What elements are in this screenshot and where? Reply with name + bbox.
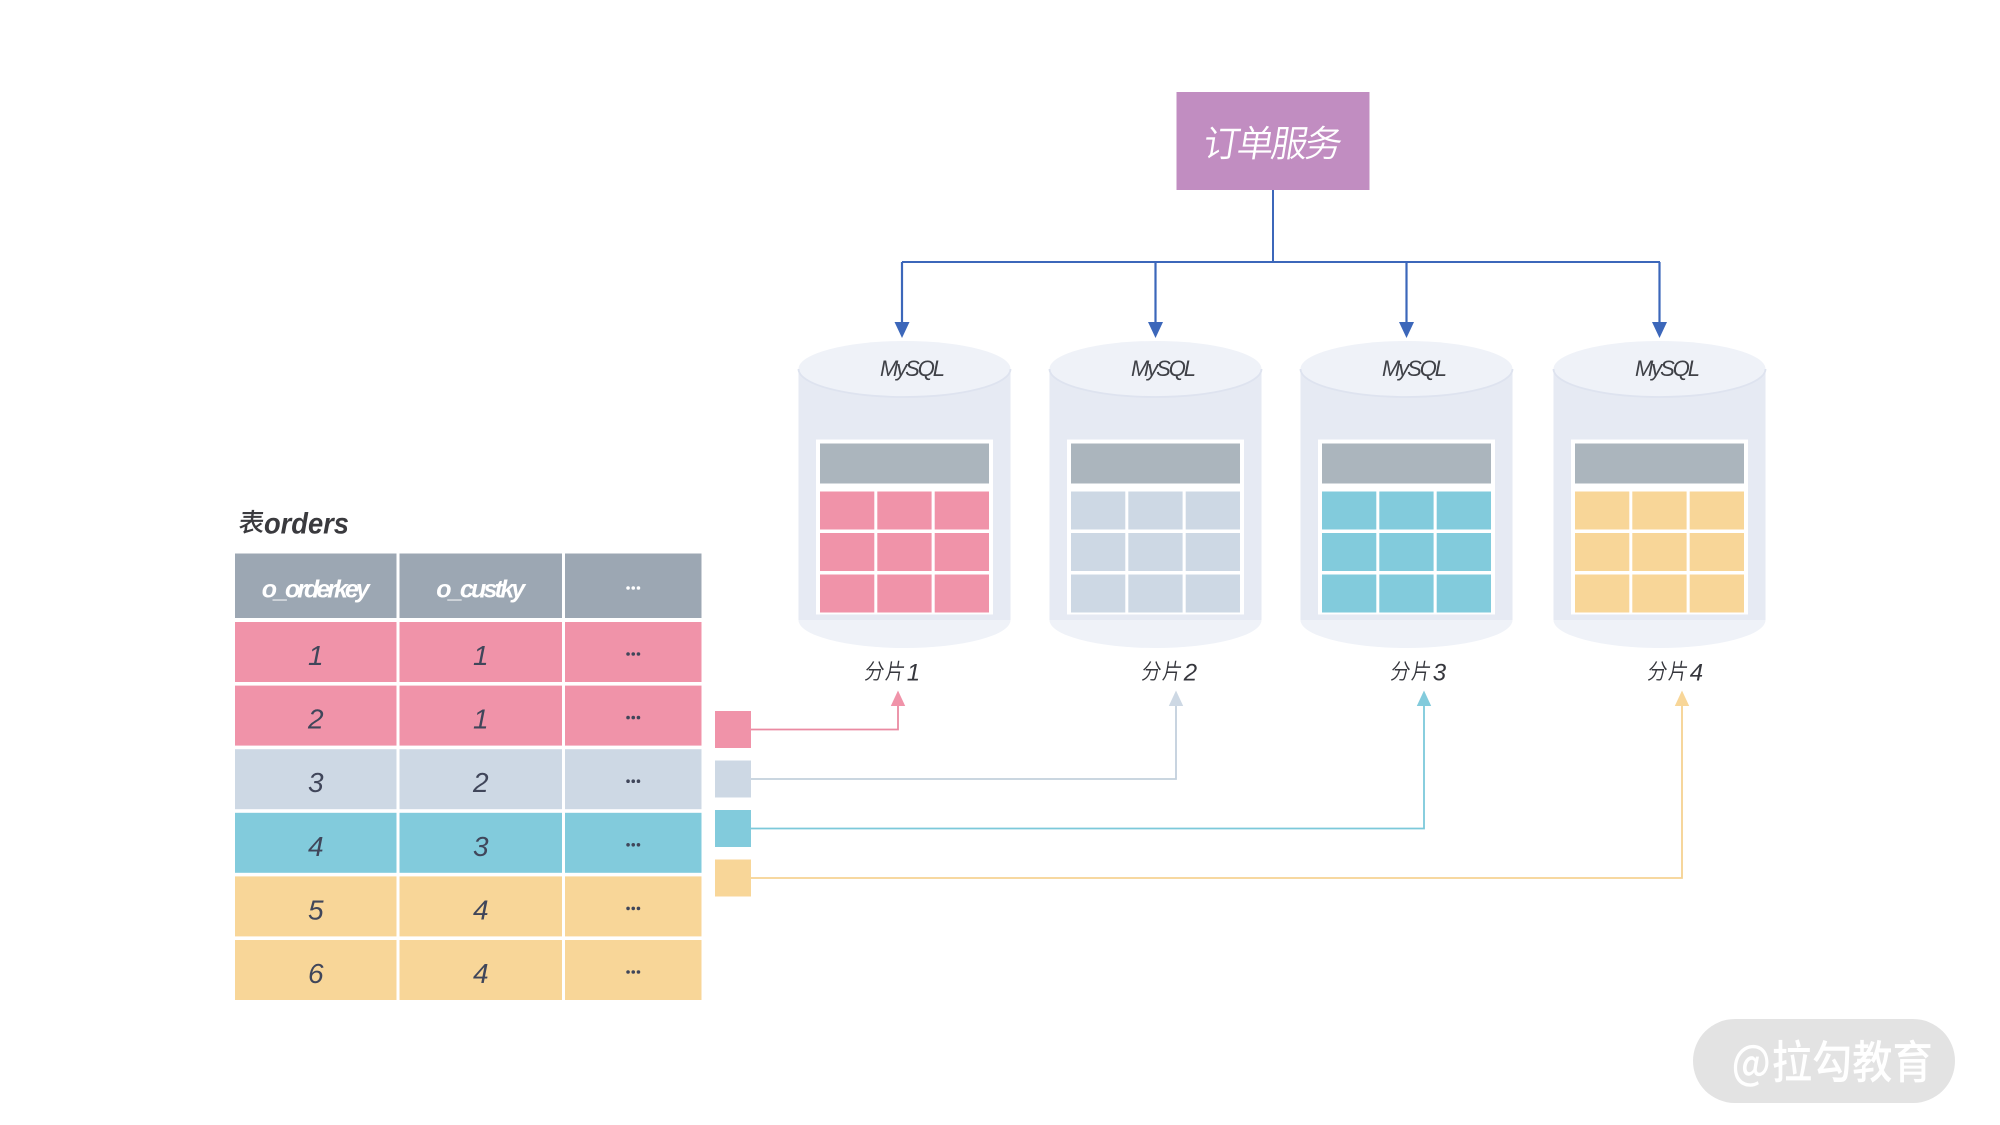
svg-text:2: 2 [472,767,489,798]
svg-text:6: 6 [308,958,324,989]
svg-text:1: 1 [308,640,324,671]
svg-text:MySQL: MySQL [880,356,945,381]
svg-text:3: 3 [473,831,489,862]
svg-text:MySQL: MySQL [1131,356,1196,381]
svg-text:MySQL: MySQL [1635,356,1700,381]
svg-text:1: 1 [907,660,920,687]
svg-text:3: 3 [308,767,324,798]
svg-text:4: 4 [1690,660,1703,687]
svg-text:4: 4 [308,831,324,862]
svg-text:4: 4 [473,958,489,989]
svg-text:o_custky: o_custky [436,576,526,604]
svg-text:1: 1 [473,704,489,735]
svg-text:orders: orders [264,508,349,541]
svg-text:2: 2 [1183,660,1197,687]
svg-text:o_orderkey: o_orderkey [262,576,371,604]
svg-text:1: 1 [473,640,489,671]
svg-text:5: 5 [308,894,324,925]
svg-text:4: 4 [473,894,489,925]
svg-text:3: 3 [1433,660,1447,687]
svg-text:2: 2 [307,704,324,735]
svg-text:MySQL: MySQL [1382,356,1447,381]
